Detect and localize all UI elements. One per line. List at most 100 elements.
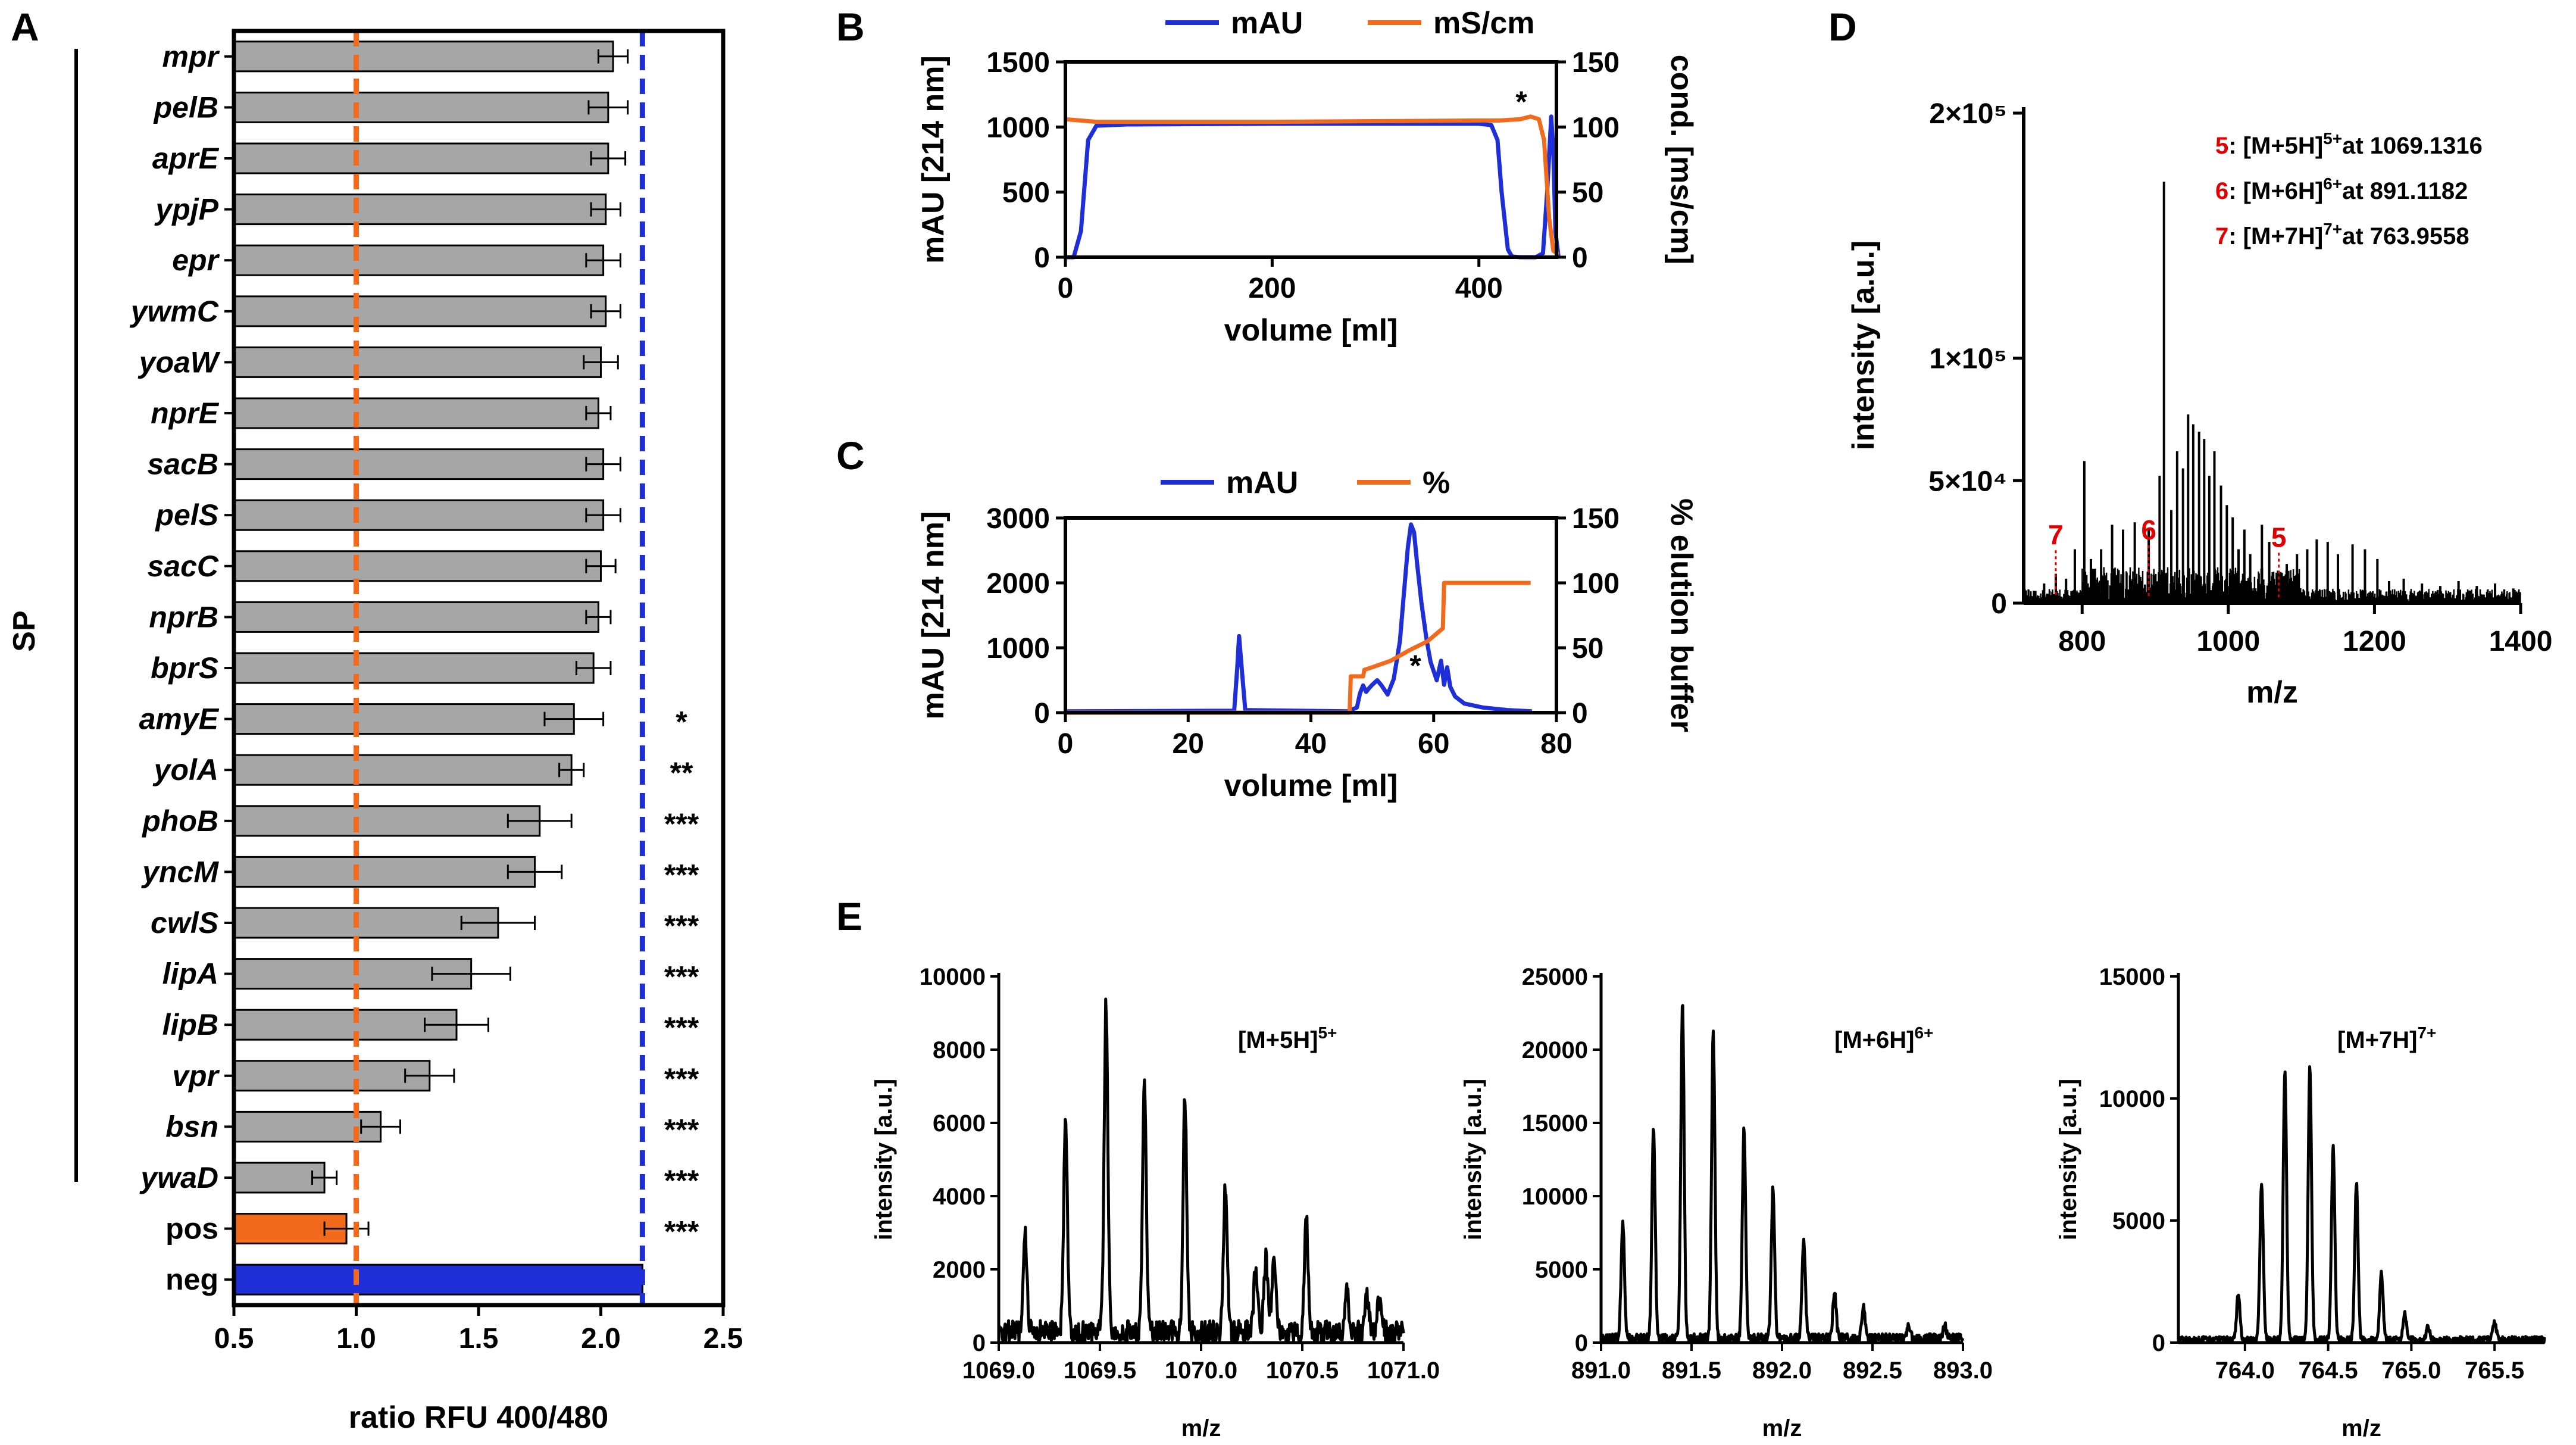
y2-axis-label: % elution buffer <box>1664 498 1699 732</box>
ytick-label: 10000 <box>920 964 986 990</box>
xtick-label: 1070.0 <box>1165 1357 1237 1384</box>
peak-number-label: 6 <box>2141 514 2156 545</box>
isotope-spectrum-line <box>2177 1065 2546 1344</box>
ytick-label: 2000 <box>933 1257 986 1283</box>
x-axis-label-d: m/z <box>2246 675 2298 710</box>
category-label-ywaD: ywaD <box>139 1161 218 1194</box>
error-bar-bprS <box>575 661 612 675</box>
bar-yncM <box>233 856 536 888</box>
ytick-label: 10000 <box>1522 1184 1588 1210</box>
sp-group-label: SP <box>7 610 42 651</box>
ion-label: [M+5H]5+ <box>1238 1023 1337 1053</box>
category-label-vpr: vpr <box>172 1059 220 1093</box>
panel-b-chart: 0 200 400 0 500 1000 1500 0 50 100 150 volume [ml] m… <box>916 6 1699 348</box>
error-bar-lipB <box>424 1018 489 1032</box>
y2tick-label: 150 <box>1572 47 1620 79</box>
y2tick-label: 150 <box>1572 503 1620 535</box>
significance-vpr: *** <box>664 1062 699 1096</box>
significance-amyE: * <box>676 706 687 739</box>
ion-legend-mz: at 1069.1316 <box>2342 133 2483 159</box>
ytick-label: 500 <box>1002 177 1050 209</box>
xtick-label: 764.0 <box>2215 1357 2275 1384</box>
y-axis-label: intensity [a.u.] <box>871 1079 897 1240</box>
category-label-aprE: aprE <box>152 142 220 175</box>
y-axis-label-d: intensity [a.u.] <box>1846 241 1881 450</box>
x-axis-label-a: ratio RFU 400/480 <box>349 1400 608 1435</box>
error-bar-ypjP <box>590 202 621 217</box>
ion-legend-entry: 7: [M+7H]7+at 763.9558 <box>2215 220 2469 249</box>
ytick-label: 15000 <box>1522 1110 1588 1137</box>
x-axis-label: m/z <box>1762 1415 1802 1441</box>
error-bar-bsn <box>360 1119 401 1134</box>
ytick-label: 0 <box>1575 1330 1588 1356</box>
xtick-label-d: 1400 <box>2489 626 2553 657</box>
category-label-sacB: sacB <box>147 448 218 481</box>
xtick-label-a: 2.0 <box>581 1323 621 1355</box>
ion-legend-entry: 5: [M+5H]5+at 1069.1316 <box>2215 129 2483 159</box>
x-axis-label: m/z <box>1181 1415 1221 1441</box>
category-label-yoaW: yoaW <box>137 345 221 379</box>
ion-legend-charge: 7+ <box>2323 220 2342 238</box>
x-axis-label: volume [ml] <box>1224 313 1398 348</box>
xtick-label-d: 800 <box>2058 626 2106 657</box>
ytick-label: 1500 <box>986 47 1050 79</box>
ytick-label: 25000 <box>1522 964 1588 990</box>
significance-ywaD: *** <box>664 1164 699 1197</box>
isotope-spectrum-line <box>997 997 1405 1344</box>
ytick-label: 0 <box>1034 242 1050 274</box>
category-label-ypjP: ypjP <box>154 193 218 226</box>
peak-number-label: 7 <box>2048 519 2064 550</box>
ytick-label-d: 2×10⁵ <box>1929 98 2007 130</box>
bar-phoB <box>233 805 541 837</box>
xtick-label: 893.0 <box>1933 1357 1993 1384</box>
y-axis-label: intensity [a.u.] <box>2055 1079 2081 1240</box>
category-label-pelB: pelB <box>153 90 218 124</box>
bar-ywmC <box>233 295 607 327</box>
ytick-label: 0 <box>973 1330 986 1356</box>
error-bar-epr <box>585 253 621 268</box>
ion-legend-charge: 5+ <box>2323 129 2342 148</box>
panel-e3-chart: 764.0 764.5 765.0 765.5 0 5000 10000 15000 m/z in… <box>2055 964 2546 1441</box>
y2tick-label: 100 <box>1572 112 1620 143</box>
ytick-label: 8000 <box>933 1037 986 1063</box>
bar-yolA <box>233 754 573 786</box>
bar-aprE <box>233 142 609 174</box>
category-label-pelS: pelS <box>154 498 218 532</box>
error-bar-vpr <box>404 1068 455 1083</box>
significance-pos: *** <box>664 1215 699 1249</box>
xtick-label: 0 <box>1058 273 1074 304</box>
category-label-amyE: amyE <box>139 703 220 736</box>
panel-a-chart: SP mpr pelB aprE ypjP epr ywmC yoaW nprE sacB pelS… <box>7 29 743 1435</box>
category-label-mpr: mpr <box>162 40 220 73</box>
panel-e1-chart: 1069.0 1069.5 1070.0 1070.5 1071.0 0 2000 4000 6… <box>871 964 1440 1441</box>
error-bar-yoaW <box>583 355 619 370</box>
y2tick-label: 0 <box>1572 698 1588 729</box>
panel-e2-chart: 891.0 891.5 892.0 892.5 893.0 0 5000 10000 15000… <box>1460 964 1993 1441</box>
ytick-label-d: 1×10⁵ <box>1929 344 2007 375</box>
error-bar-sacB <box>585 457 621 472</box>
xtick-label-a: 1.0 <box>336 1323 376 1355</box>
x-axis-label: volume [ml] <box>1224 769 1398 803</box>
ion-label-text: [M+5H] <box>1238 1027 1318 1053</box>
ion-legend-number: 5 <box>2215 133 2228 159</box>
panel-letter-b: B <box>836 5 865 49</box>
ytick-label: 0 <box>2152 1330 2165 1356</box>
bar-nprB <box>233 601 599 633</box>
ion-label-charge: 6+ <box>1914 1023 1933 1042</box>
bar-yoaW <box>233 346 602 378</box>
ytick-label: 5000 <box>2112 1208 2165 1234</box>
error-bar-sacC <box>585 558 617 573</box>
ion-legend-entry: 6: [M+6H]6+at 891.1182 <box>2215 174 2468 204</box>
y2tick-label: 50 <box>1572 177 1603 209</box>
error-bar-nprB <box>585 610 612 625</box>
bar-lipB <box>233 1009 458 1041</box>
significance-yncM: *** <box>664 858 699 891</box>
panel-letter-c: C <box>836 433 865 477</box>
spectrum-noise <box>2022 567 2521 603</box>
significance-lipB: *** <box>664 1011 699 1044</box>
bar-vpr <box>233 1060 431 1092</box>
bar-bprS <box>233 652 595 684</box>
legend-label-orange: % <box>1423 466 1450 500</box>
error-bar-cwlS <box>460 916 536 930</box>
ion-legend-number: 7 <box>2215 223 2228 249</box>
